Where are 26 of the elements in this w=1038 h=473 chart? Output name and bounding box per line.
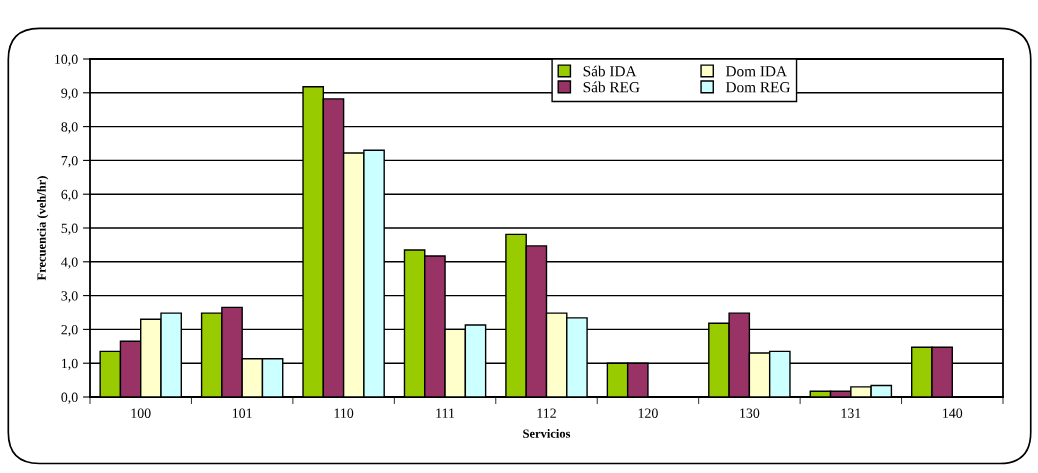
x-tick-label: 120 [638, 408, 658, 418]
x-tick-label: 111 [436, 408, 455, 418]
y-axis-title: Frecuencia (veh/hr) [37, 176, 49, 281]
x-tick-label: 130 [740, 408, 760, 418]
y-tick-label: 7,0 [61, 155, 78, 168]
x-tick-label: 101 [232, 408, 252, 418]
y-tick-label: 2,0 [61, 324, 78, 337]
legend-label: Dom IDA [725, 66, 787, 77]
y-tick-label: 8,0 [61, 122, 78, 134]
y-tick-label: 3,0 [61, 291, 78, 303]
y-tick-label: 9,0 [61, 88, 78, 100]
x-tick-label: 112 [537, 408, 556, 418]
x-tick-label: 100 [131, 408, 151, 418]
y-tick-label: 4,0 [61, 257, 78, 269]
y-tick-label: 6,0 [61, 189, 78, 202]
y-tick-label: 0,0 [61, 392, 78, 404]
x-tick-label: 110 [334, 408, 354, 418]
legend-label: Sáb REG [583, 81, 640, 93]
y-tick-label: 1,0 [62, 358, 78, 371]
x-axis-title: Servicios [523, 429, 571, 438]
y-tick-label: 5,0 [61, 223, 78, 235]
y-tick-label: 10,0 [55, 54, 78, 66]
legend-label: Dom REG [725, 82, 790, 93]
x-tick-label: 140 [943, 408, 963, 418]
x-tick-label: 131 [841, 408, 861, 418]
legend-label: Sáb IDA [583, 65, 637, 77]
